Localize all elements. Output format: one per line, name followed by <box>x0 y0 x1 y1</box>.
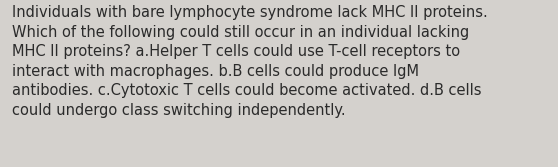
Text: Individuals with bare lymphocyte syndrome lack MHC II proteins.
Which of the fol: Individuals with bare lymphocyte syndrom… <box>12 5 488 118</box>
